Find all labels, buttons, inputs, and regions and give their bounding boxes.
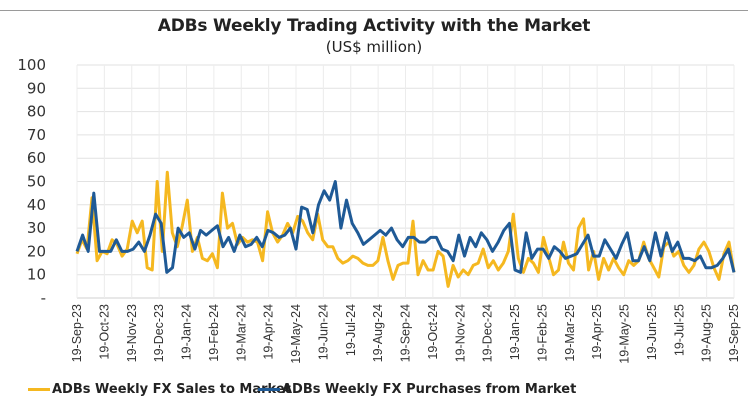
legend-item-purchases: ADBs Weekly FX Purchases from Market [258,382,576,397]
y-tick-label: 70 [27,126,46,144]
grid-lines [76,64,735,299]
series-lines [75,170,736,288]
x-tick-label: 19-May-24 [289,304,303,364]
legend-swatch-sales [28,388,50,391]
x-tick-label: 19-Dec-24 [481,304,495,362]
x-tick-label: 19-Jan-24 [180,304,194,360]
y-tick-label: 60 [27,149,46,167]
x-tick-label: 19-Sep-25 [727,304,741,362]
legend-label-sales: ADBs Weekly FX Sales to Market [52,382,291,397]
x-tick-label: 19-Sep-23 [70,304,84,362]
legend-item-sales: ADBs Weekly FX Sales to Market [28,382,291,397]
x-tick-label: 19-Aug-24 [371,304,385,362]
x-tick-label: 19-Jul-25 [672,304,686,356]
y-tick-label: 10 [27,266,46,284]
top-rule [0,10,748,11]
y-tick-label: - [41,289,46,307]
x-tick-label: 19-May-25 [618,304,632,364]
chart-title: ADBs Weekly Trading Activity with the Ma… [157,16,591,36]
chart-subtitle: (US$ million) [325,38,423,56]
chart-svg: - 10 20 30 40 50 60 70 80 90 100 19-Sep-23 19-Oct-2… [17,56,741,364]
x-tick-label: 19-Jun-24 [316,304,330,360]
x-tick-label: 19-Apr-24 [262,304,276,360]
x-tick-label: 19-Aug-25 [700,304,714,362]
legend-swatch-purchases [258,388,280,391]
y-axis-ticks: - 10 20 30 40 50 60 70 80 90 100 [17,56,46,307]
x-tick-label: 19-Mar-24 [234,304,248,362]
y-tick-label: 50 [27,173,46,191]
y-tick-label: 90 [27,79,46,97]
y-tick-label: 100 [17,56,46,74]
y-tick-label: 40 [27,196,46,214]
y-tick-label: 30 [27,219,46,237]
x-tick-label: 19-Apr-25 [590,304,604,360]
x-tick-label: 19-Jul-24 [344,304,358,356]
x-axis-ticks: 19-Sep-23 19-Oct-23 19-Nov-23 19-Dec-23 19-J… [70,304,741,364]
x-tick-label: 19-Mar-25 [563,304,577,362]
x-tick-label: 19-Nov-23 [125,304,139,362]
legend-label-purchases: ADBs Weekly FX Purchases from Market [282,382,577,397]
x-tick-label: 19-Oct-24 [426,304,440,360]
x-tick-label: 19-Feb-25 [535,304,549,362]
x-tick-label: 19-Jun-25 [645,304,659,360]
y-tick-label: 20 [27,242,46,260]
series-line-sales [75,170,736,288]
series-line-purchases [75,180,736,274]
x-tick-label: 19-Nov-24 [453,304,467,362]
x-tick-label: 19-Feb-24 [207,304,221,362]
x-tick-label: 19-Oct-23 [97,304,111,360]
x-tick-label: 19-Sep-24 [399,304,413,362]
x-tick-label: 19-Jan-25 [508,304,522,360]
y-tick-label: 80 [27,103,46,121]
x-tick-label: 19-Dec-23 [152,304,166,362]
